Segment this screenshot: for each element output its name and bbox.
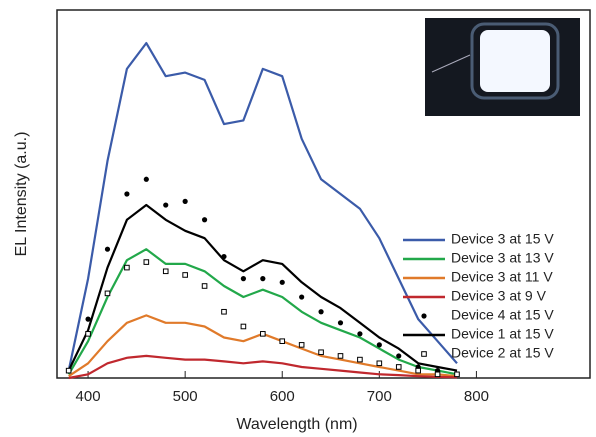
plot-frame (56, 9, 591, 379)
legend-swatch (421, 351, 427, 357)
marker (299, 294, 305, 300)
marker (163, 202, 169, 208)
marker (104, 246, 111, 252)
marker (240, 276, 247, 282)
marker (279, 338, 286, 344)
legend-label: Device 4 at 15 V (451, 307, 554, 323)
legend-label: Device 3 at 13 V (451, 250, 554, 266)
x-tick-label: 800 (464, 388, 489, 405)
marker (337, 353, 344, 359)
legend-label: Device 3 at 11 V (451, 269, 553, 285)
marker (434, 371, 441, 378)
marker (279, 279, 285, 285)
x-tick-label: 400 (76, 388, 101, 405)
marker (104, 290, 111, 297)
marker (357, 331, 363, 337)
y-axis-label: EL Intensity (a.u.) (13, 132, 30, 257)
inset-photo (425, 18, 580, 116)
x-tick-label: 700 (367, 388, 392, 405)
marker (318, 309, 324, 315)
marker (182, 272, 188, 278)
marker (143, 259, 150, 265)
marker (376, 360, 383, 367)
marker (240, 323, 247, 330)
marker (65, 367, 72, 374)
marker (124, 191, 130, 197)
marker (85, 331, 91, 337)
marker (318, 349, 324, 356)
legend-label: Device 3 at 15 V (451, 231, 554, 247)
marker (415, 367, 421, 374)
marker (357, 356, 363, 363)
x-tick-label: 500 (173, 388, 198, 405)
series-line (67, 248, 458, 376)
legend-label: Device 1 at 15 V (451, 326, 554, 342)
x-axis-label: Wavelength (nm) (236, 416, 357, 433)
marker (298, 342, 305, 348)
marker (395, 364, 402, 370)
x-tick-label: 600 (270, 388, 295, 405)
marker (376, 342, 382, 348)
marker (260, 276, 266, 282)
marker (162, 268, 169, 275)
marker (143, 176, 149, 182)
legend-swatch (421, 313, 427, 319)
marker (182, 198, 188, 204)
marker (221, 308, 227, 315)
legend-label: Device 2 at 15 V (451, 345, 554, 361)
series-line (68, 354, 458, 380)
legend-label: Device 3 at 9 V (451, 288, 547, 304)
marker (337, 320, 344, 326)
marker (260, 331, 266, 337)
marker (454, 371, 460, 378)
series-line (67, 42, 458, 371)
marker (85, 316, 91, 322)
marker (201, 217, 208, 223)
marker (201, 283, 208, 289)
series-line (67, 203, 458, 372)
marker (124, 264, 130, 271)
marker (396, 353, 402, 359)
